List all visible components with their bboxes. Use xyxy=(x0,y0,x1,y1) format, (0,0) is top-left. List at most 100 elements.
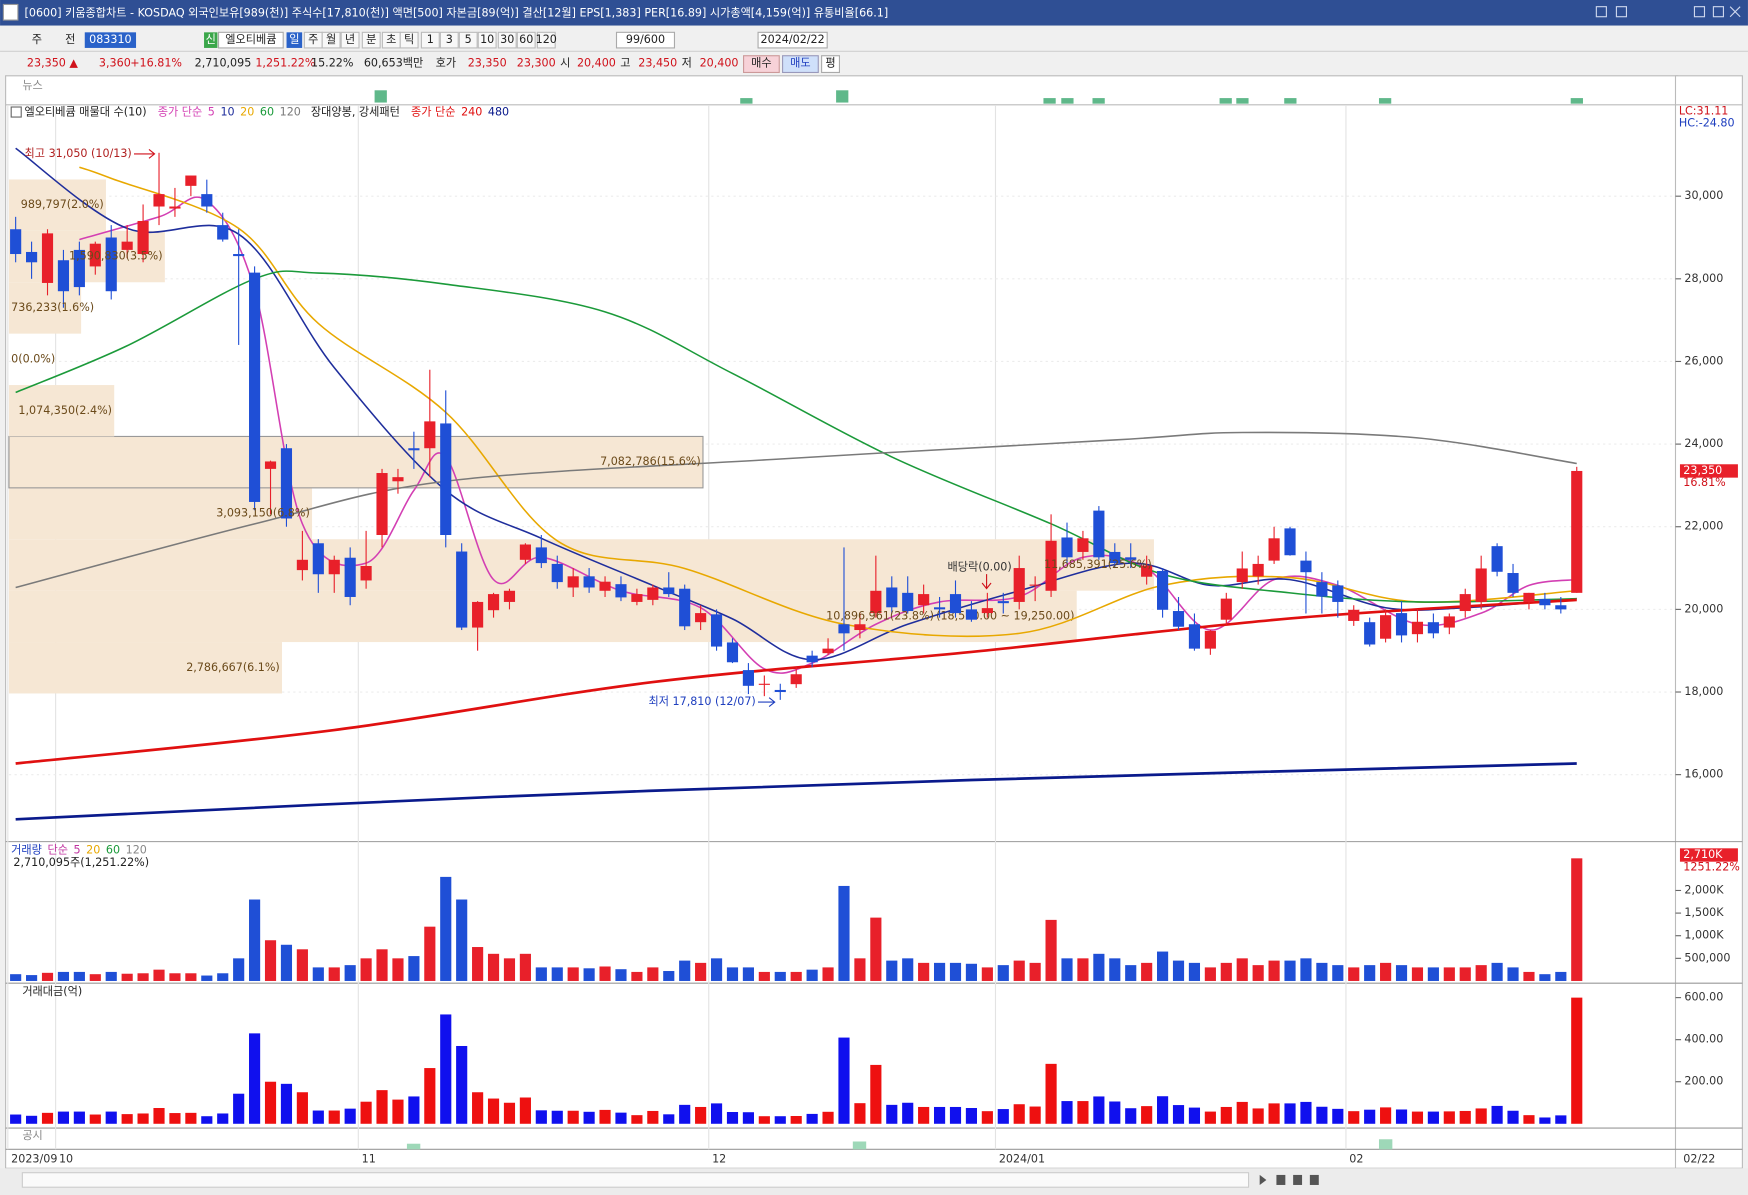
news-mark[interactable] xyxy=(1236,98,1249,104)
icon[interactable] xyxy=(1276,1174,1286,1185)
volume-legend: 120 xyxy=(126,844,147,857)
win-btn[interactable] xyxy=(1712,6,1724,18)
win-btn[interactable] xyxy=(1693,6,1706,18)
sell-btn[interactable] xyxy=(782,55,819,74)
amount-bar xyxy=(1364,1109,1376,1124)
toolbar-item[interactable]: 월 xyxy=(326,33,336,46)
toolbar-item[interactable]: 주 xyxy=(308,33,318,46)
amount-bar xyxy=(886,1104,898,1124)
volume-bar xyxy=(1236,958,1248,981)
toolbar-item[interactable]: 1 xyxy=(427,33,434,46)
candle-body xyxy=(296,559,308,571)
disclosure-mark[interactable] xyxy=(852,1141,867,1150)
profile-label: 10,896,961(23.8%) xyxy=(826,609,934,622)
news-mark[interactable] xyxy=(1092,98,1105,104)
news-mark[interactable] xyxy=(1043,98,1056,104)
avg-btn[interactable] xyxy=(821,55,841,74)
volume-bar xyxy=(1491,962,1503,981)
news-mark[interactable] xyxy=(1219,98,1232,104)
amount-bar xyxy=(1013,1104,1025,1124)
amount-bar xyxy=(854,1103,866,1124)
volume-legend: 단순 xyxy=(47,844,67,857)
toolbar-item[interactable]: 초 xyxy=(386,33,396,46)
scroll-track[interactable] xyxy=(21,1172,1250,1188)
toolbar-item[interactable]: 신 xyxy=(206,33,216,46)
news-mark[interactable] xyxy=(1284,98,1297,104)
legend-item: 엘오티베큠 매물대 수(10) xyxy=(25,106,147,119)
tool-btn xyxy=(361,31,381,49)
candle-body xyxy=(1555,605,1567,610)
amount-bar xyxy=(615,1112,627,1124)
candle-body xyxy=(918,594,930,606)
volume-bar xyxy=(1364,965,1376,981)
icon[interactable] xyxy=(1309,1174,1319,1185)
news-mark[interactable] xyxy=(1570,98,1583,104)
toolbar-item[interactable]: 120 xyxy=(536,33,557,46)
amount-bar xyxy=(1459,1110,1471,1124)
badge xyxy=(204,32,218,48)
amount-bar xyxy=(567,1110,579,1124)
news-mark[interactable] xyxy=(374,90,387,103)
news-mark[interactable] xyxy=(1378,98,1392,104)
icon[interactable] xyxy=(1293,1174,1303,1185)
toolbar-item[interactable]: 10 xyxy=(480,33,494,46)
quote-item: 호가 xyxy=(436,57,456,70)
quote-item: +16.81% xyxy=(130,57,182,70)
candle-body xyxy=(1045,540,1057,591)
volume-bar xyxy=(949,962,962,981)
amount-bar xyxy=(73,1111,85,1124)
disclosure-mark[interactable] xyxy=(406,1143,421,1150)
toolbar-item[interactable]: 주 xyxy=(32,33,42,46)
volume-bar xyxy=(392,958,404,981)
toolbar-item[interactable]: 60 xyxy=(519,33,533,46)
tool-btn xyxy=(420,31,440,49)
amount-bar xyxy=(472,1092,484,1124)
toolbar-item[interactable]: 3 xyxy=(446,33,453,46)
amount-bar xyxy=(1268,1103,1280,1124)
close-btn[interactable] xyxy=(1729,6,1741,18)
amount-bar xyxy=(822,1111,834,1124)
toolbar-item[interactable]: 전 xyxy=(65,33,75,46)
volume-bar xyxy=(647,967,659,981)
x-tick-label: 12 xyxy=(712,1152,726,1165)
change-label: 16.81% xyxy=(1683,476,1725,489)
amount-bar xyxy=(10,1114,22,1124)
toolbar-item[interactable]: 분 xyxy=(366,33,376,46)
candle-body xyxy=(663,587,675,595)
toolbar-item[interactable]: 99/600 xyxy=(626,33,665,46)
news-mark[interactable] xyxy=(1061,98,1074,104)
volume-bar xyxy=(710,958,723,981)
toolbar-item[interactable]: 일 xyxy=(289,32,299,46)
candle-body xyxy=(1348,609,1360,621)
amount-bar xyxy=(933,1106,946,1124)
toolbar-item[interactable]: 년 xyxy=(345,33,355,46)
toolbar-item[interactable]: 5 xyxy=(465,33,472,46)
amount-bar xyxy=(280,1083,293,1124)
volume-bar xyxy=(567,967,579,981)
candle-body xyxy=(57,260,70,292)
win-btn[interactable] xyxy=(1595,6,1607,18)
candle-body xyxy=(886,587,898,608)
news-mark[interactable] xyxy=(836,90,849,103)
news-mark[interactable] xyxy=(740,98,753,104)
amount-bar xyxy=(264,1081,277,1124)
disclosure-mark[interactable] xyxy=(1378,1139,1393,1150)
amount-bar xyxy=(599,1109,611,1124)
toolbar-item[interactable]: 30 xyxy=(500,33,514,46)
buy-btn[interactable] xyxy=(743,55,780,74)
candle-body xyxy=(217,225,229,240)
toolbar-item[interactable]: 2024/02/22 xyxy=(761,33,825,46)
toolbar-item[interactable]: 083310 xyxy=(89,33,131,46)
amount-bar xyxy=(519,1097,531,1124)
win-btn[interactable] xyxy=(1615,6,1628,18)
toolbar-item[interactable]: 틱 xyxy=(404,33,414,46)
amount-bar xyxy=(1507,1110,1519,1124)
candle-body xyxy=(933,607,946,610)
toolbar-item[interactable]: 엘오티베큠 xyxy=(225,33,276,46)
quote-item: 23,350 ▲ xyxy=(27,57,78,70)
amount-bar xyxy=(1061,1101,1073,1124)
amount-bar xyxy=(1491,1105,1503,1124)
amount-bar xyxy=(1332,1108,1344,1124)
candle-body xyxy=(10,229,22,255)
icon[interactable] xyxy=(1259,1174,1267,1185)
